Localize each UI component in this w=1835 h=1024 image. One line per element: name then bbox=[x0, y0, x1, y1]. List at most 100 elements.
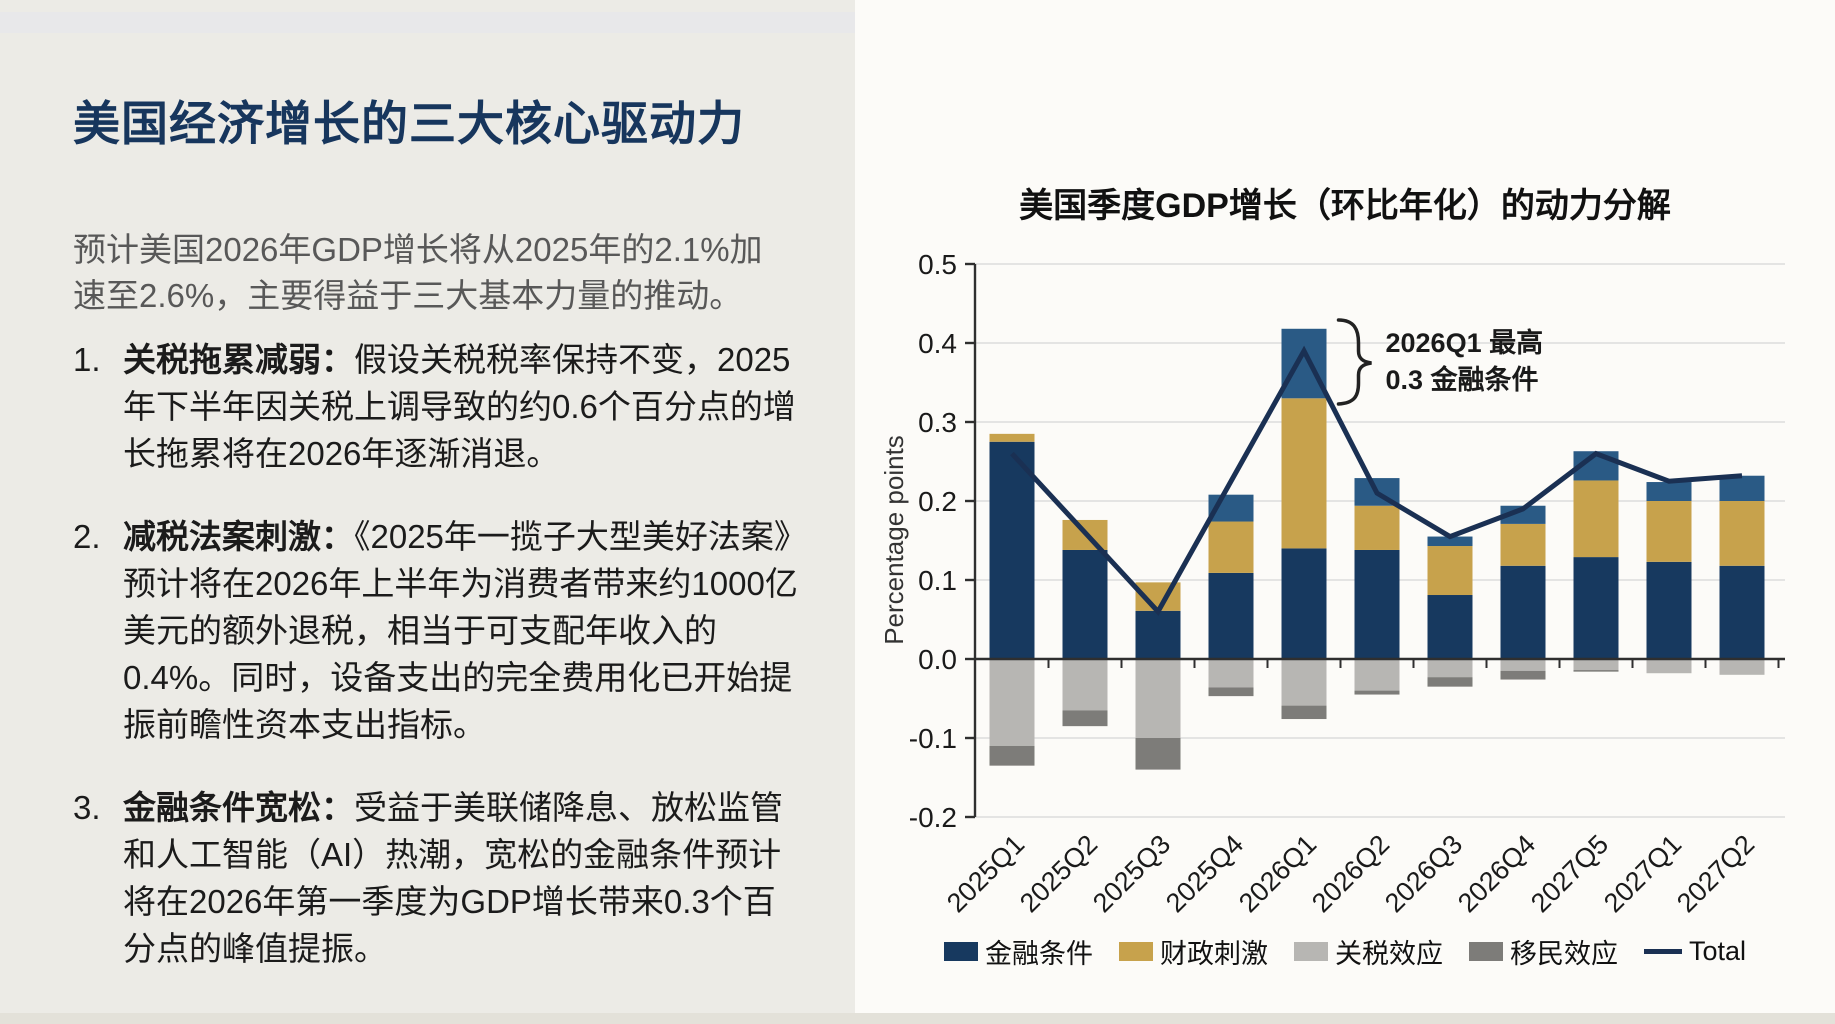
bar-segment bbox=[989, 659, 1035, 746]
x-tick-label: 2026Q4 bbox=[1452, 829, 1541, 918]
bar-segment bbox=[1135, 659, 1181, 738]
annotation-text-line1: 2026Q1 最高 bbox=[1386, 327, 1544, 358]
bar-segment bbox=[1208, 572, 1254, 659]
bar-segment bbox=[1719, 659, 1765, 675]
bar-segment bbox=[1281, 548, 1327, 659]
chart-title: 美国季度GDP增长（环比年化）的动力分解 bbox=[1019, 187, 1671, 225]
bar-segment bbox=[1354, 690, 1400, 695]
legend-color-swatch bbox=[1468, 942, 1503, 961]
bar-segment bbox=[1281, 328, 1327, 399]
intro-text: 预计美国2026年GDP增长将从2025年的2.1%加速至2.6%，主要得益于三… bbox=[73, 231, 763, 314]
x-tick-label: 2025Q4 bbox=[1160, 829, 1249, 918]
bar-segment bbox=[1573, 659, 1619, 671]
total-line bbox=[1010, 345, 1743, 616]
bar-segment bbox=[1500, 505, 1546, 524]
legend-item: Total bbox=[1643, 936, 1747, 967]
x-tick-label: 2027Q1 bbox=[1598, 829, 1687, 918]
item-text: 《2025年一揽子大型美好法案》预计将在2026年上半年为消费者带来约1000亿… bbox=[123, 518, 798, 743]
item-body: 减税法案刺激：《2025年一揽子大型美好法案》预计将在2026年上半年为消费者带… bbox=[123, 513, 798, 748]
bar-segment bbox=[1427, 546, 1473, 596]
bar-segment bbox=[1281, 398, 1327, 549]
item-number: 2. bbox=[73, 518, 101, 555]
item-text: 受益于美联储降息、放松监管和人工智能（AI）热潮，宽松的金融条件预计将在2026… bbox=[123, 789, 783, 967]
legend-label: 金融条件 bbox=[984, 939, 1093, 969]
bar-segment bbox=[1135, 610, 1181, 659]
y-tick-label: -0.2 bbox=[909, 802, 957, 833]
bar-segment bbox=[1500, 659, 1546, 671]
bar-segment bbox=[1427, 677, 1473, 687]
list-item-3: 3. 金融条件宽松：受益于美联储降息、放松监管和人工智能（AI）热潮，宽松的金融… bbox=[73, 784, 798, 972]
x-tick-label: 2026Q2 bbox=[1306, 829, 1395, 918]
legend-item: 移民效应 bbox=[1468, 932, 1618, 971]
bar-segment bbox=[1354, 505, 1400, 550]
page-title: 美国经济增长的三大核心驱动力 bbox=[73, 97, 745, 151]
legend-line-swatch bbox=[1643, 949, 1682, 954]
x-tick-label: 2027Q5 bbox=[1525, 829, 1614, 918]
item-number: 3. bbox=[73, 789, 101, 826]
bar-segment bbox=[1281, 659, 1327, 706]
y-tick-label: 0.0 bbox=[918, 644, 957, 675]
bar-segment bbox=[1281, 705, 1327, 720]
item-lead: 关税拖累减弱： bbox=[123, 341, 354, 378]
driver-list: 1. 关税拖累减弱：假设关税税率保持不变，2025年下半年因关税上调导致的约0.… bbox=[73, 336, 798, 1008]
y-tick-label: -0.1 bbox=[909, 723, 957, 754]
y-tick-label: 0.4 bbox=[918, 328, 957, 359]
bottom-strip-decoration bbox=[0, 1013, 1835, 1024]
legend-color-swatch bbox=[943, 942, 978, 961]
item-lead: 金融条件宽松： bbox=[123, 789, 354, 826]
legend-color-swatch bbox=[1293, 942, 1328, 961]
left-text-panel bbox=[0, 0, 855, 1024]
legend-item: 财政刺激 bbox=[1118, 932, 1268, 971]
legend-item: 金融条件 bbox=[943, 932, 1093, 971]
bar-segment bbox=[1573, 670, 1619, 672]
bar-segment bbox=[1719, 565, 1765, 659]
bar-segment bbox=[1500, 670, 1546, 680]
bar-segment bbox=[989, 433, 1035, 442]
item-number: 1. bbox=[73, 341, 101, 378]
bar-segment bbox=[1719, 475, 1765, 501]
x-tick-label: 2026Q1 bbox=[1233, 829, 1322, 918]
y-axis-title: Percentage points bbox=[879, 435, 909, 645]
bar-segment bbox=[1646, 561, 1692, 659]
bar-segment bbox=[1500, 523, 1546, 566]
legend-item: 关税效应 bbox=[1293, 932, 1443, 971]
bar-segment bbox=[1646, 501, 1692, 562]
list-item-1: 1. 关税拖累减弱：假设关税税率保持不变，2025年下半年因关税上调导致的约0.… bbox=[73, 336, 798, 477]
bar-segment bbox=[1719, 501, 1765, 566]
bar-segment bbox=[1646, 482, 1692, 501]
bar-segment bbox=[1208, 687, 1254, 697]
bar-segment bbox=[1354, 659, 1400, 691]
item-text: 假设关税税率保持不变，2025年下半年因关税上调导致的约0.6个百分点的增长拖累… bbox=[123, 341, 796, 472]
bar-segment bbox=[1062, 549, 1108, 659]
y-tick-label: 0.1 bbox=[918, 565, 957, 596]
x-tick-label: 2025Q2 bbox=[1014, 829, 1103, 918]
x-tick-label: 2026Q3 bbox=[1379, 829, 1468, 918]
bar-segment bbox=[1573, 480, 1619, 558]
bar-segment bbox=[1500, 565, 1546, 659]
legend-label: 财政刺激 bbox=[1159, 939, 1268, 969]
bar-segment bbox=[1354, 549, 1400, 659]
bar-segment bbox=[1208, 521, 1254, 573]
bar-segment bbox=[1427, 595, 1473, 659]
legend-label: 移民效应 bbox=[1509, 939, 1618, 969]
x-tick-label: 2027Q2 bbox=[1671, 829, 1760, 918]
bar-segment bbox=[1646, 659, 1692, 674]
list-item-2: 2. 减税法案刺激：《2025年一揽子大型美好法案》预计将在2026年上半年为消… bbox=[73, 513, 798, 748]
y-tick-label: 0.2 bbox=[918, 486, 957, 517]
bar-segment bbox=[989, 745, 1035, 766]
y-tick-label: 0.3 bbox=[918, 407, 957, 438]
bar-segment bbox=[989, 441, 1035, 659]
annotation-brace bbox=[1336, 318, 1372, 406]
bar-segment bbox=[1427, 536, 1473, 547]
bar-segment bbox=[1062, 710, 1108, 727]
chart-legend: 金融条件 财政刺激 关税效应 移民效应 Total bbox=[875, 932, 1815, 971]
bar-segment bbox=[1135, 738, 1181, 770]
bar-segment bbox=[1573, 557, 1619, 659]
legend-label: Total bbox=[1688, 936, 1747, 966]
legend-color-swatch bbox=[1118, 942, 1153, 961]
legend-label: 关税效应 bbox=[1334, 939, 1443, 969]
item-body: 关税拖累减弱：假设关税税率保持不变，2025年下半年因关税上调导致的约0.6个百… bbox=[123, 336, 798, 477]
bar-segment bbox=[1427, 659, 1473, 678]
